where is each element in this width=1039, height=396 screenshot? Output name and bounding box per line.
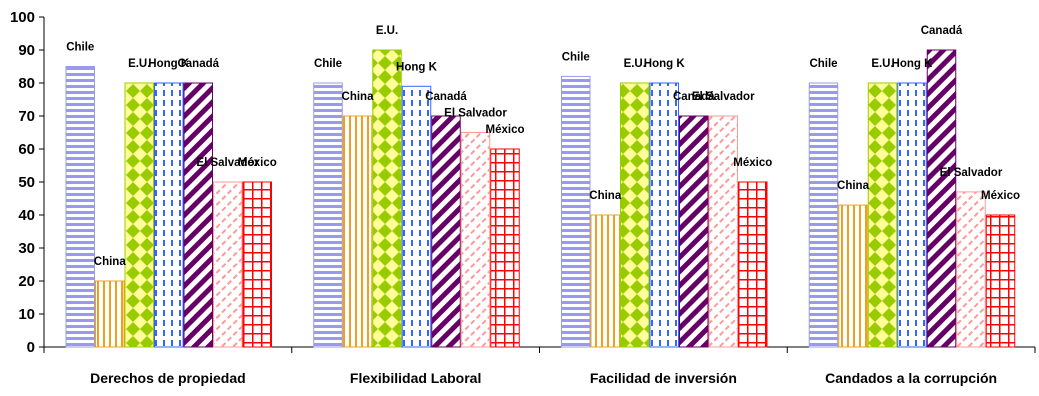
y-tick-label: 70 xyxy=(18,108,35,125)
bar-label: Chile xyxy=(314,58,342,70)
bar-label: China xyxy=(94,256,127,268)
category-label: Facilidad de inversión xyxy=(590,370,737,386)
bar-label: México xyxy=(981,190,1020,202)
y-tick-label: 0 xyxy=(27,339,35,356)
y-tick-label: 80 xyxy=(18,75,35,92)
bar-hong-k xyxy=(897,82,927,348)
bar-canad- xyxy=(431,115,461,348)
bar-label: Chile xyxy=(809,58,837,70)
bar-label: China xyxy=(837,180,870,192)
bar-chile xyxy=(808,82,839,348)
bar-chile xyxy=(313,82,343,348)
bar-el-salvador xyxy=(956,191,986,348)
bar-label: Chile xyxy=(562,51,590,63)
y-tick-label: 50 xyxy=(18,174,35,191)
bar-canad- xyxy=(183,82,213,348)
bar-label: Hong K xyxy=(892,58,934,70)
bar-hong-k xyxy=(401,85,432,348)
bar-el-salvador xyxy=(460,132,491,348)
bar-m-xico xyxy=(738,181,768,348)
bar-hong-k xyxy=(649,82,679,348)
bar-m-xico xyxy=(490,148,520,348)
category-label: Flexibilidad Laboral xyxy=(350,370,481,386)
bar-china xyxy=(342,115,373,348)
bar-label: China xyxy=(589,190,622,202)
bar-label: México xyxy=(733,157,772,169)
bar-label: E.U. xyxy=(376,25,398,37)
bar-el-salvador xyxy=(213,181,243,348)
bar-label: El Salvador xyxy=(444,108,507,120)
bar-hong-k xyxy=(154,82,184,348)
bar-el-salvador xyxy=(708,115,738,348)
bar-e-u- xyxy=(124,82,154,348)
bar-label: Canadá xyxy=(425,91,467,103)
y-tick-label: 100 xyxy=(10,9,35,26)
bar-label: Canadá xyxy=(921,25,963,37)
bar-canad- xyxy=(679,115,709,348)
bar-label: El Salvador xyxy=(940,167,1003,179)
category-label: Derechos de propiedad xyxy=(90,370,246,386)
bar-label: El Salvador xyxy=(692,91,755,103)
y-tick-label: 10 xyxy=(18,306,35,323)
bar-china xyxy=(95,280,125,348)
bar-chile xyxy=(65,66,95,348)
bar-e-u- xyxy=(867,82,898,348)
category-label: Candados a la corrupción xyxy=(825,370,997,386)
bar-canad- xyxy=(926,49,957,348)
bar-m-xico xyxy=(985,214,1016,348)
bar-label: Canadá xyxy=(177,58,219,70)
bar-label: México xyxy=(238,157,277,169)
axes: 0 10 20 30 40 50 60 70 80 90 100 Derechos de propie… xyxy=(10,9,1036,386)
y-tick-label: 40 xyxy=(18,207,35,224)
bar-label: China xyxy=(342,91,375,103)
bar-label: El Salvador xyxy=(196,157,259,169)
bar-china xyxy=(590,214,620,348)
bar-label: Hong K xyxy=(148,58,190,70)
bar-label: Hong K xyxy=(644,58,686,70)
bar-chile xyxy=(561,75,591,348)
y-tick-label: 60 xyxy=(18,141,35,158)
bar-label: Hong K xyxy=(396,61,438,73)
bar-label: Canadá xyxy=(673,91,715,103)
bar-m-xico xyxy=(242,181,272,348)
bar-label: E.U. xyxy=(128,58,150,70)
bar-label: E.U. xyxy=(871,58,893,70)
bars xyxy=(65,49,1016,348)
y-tick-label: 20 xyxy=(18,273,35,290)
bar-china xyxy=(838,204,868,348)
bar-e-u- xyxy=(620,82,650,348)
y-tick-label: 90 xyxy=(18,42,35,59)
bar-label: México xyxy=(486,124,525,136)
bar-label: E.U. xyxy=(624,58,646,70)
y-tick-label: 30 xyxy=(18,240,35,257)
bar-e-u- xyxy=(372,49,402,348)
bar-label: Chile xyxy=(66,42,94,54)
